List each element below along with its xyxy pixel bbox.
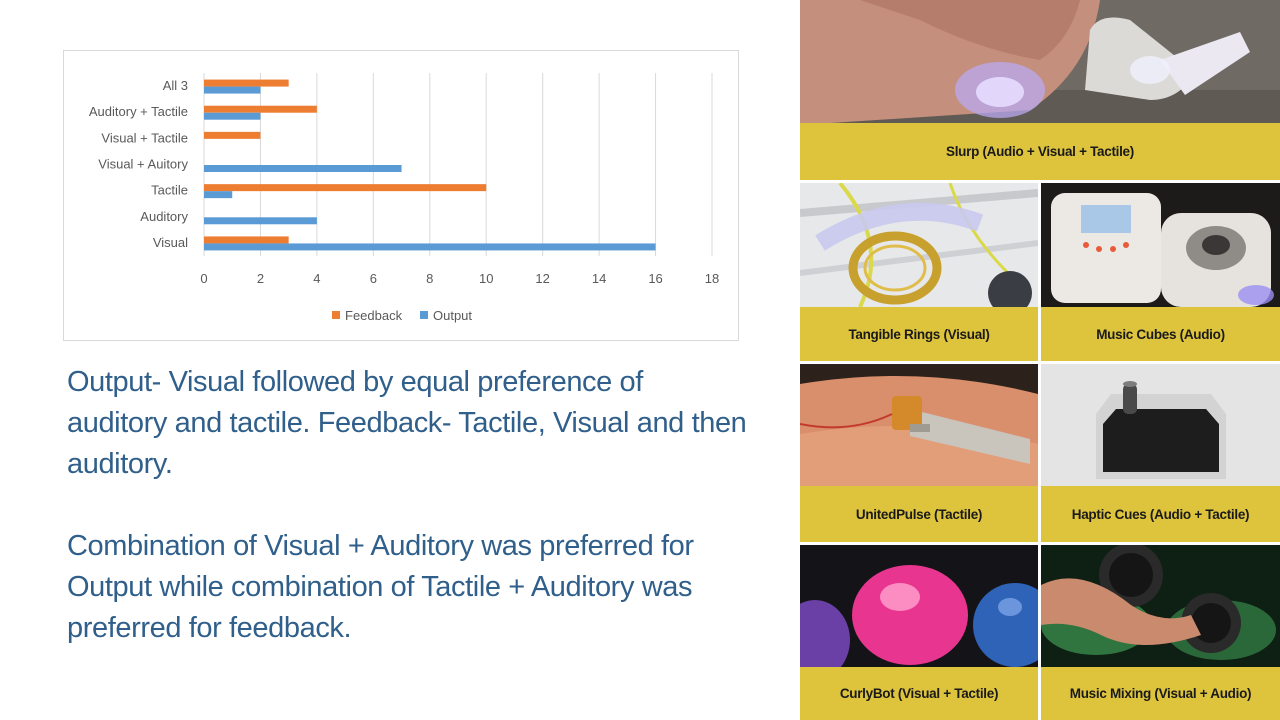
chart-category-labels: All 3 Auditory + Tactile Visual + Tactile V… bbox=[89, 78, 189, 250]
summary-paragraph-2: Combination of Visual + Auditory was pre… bbox=[67, 530, 694, 644]
x-tick-label: 14 bbox=[592, 271, 606, 286]
bar-feedback-1 bbox=[204, 105, 317, 113]
bar-feedback-0 bbox=[204, 79, 289, 87]
legend-label-output: Output bbox=[433, 308, 472, 323]
caption-tangible-rings: Tangible Rings (Visual) bbox=[800, 307, 1038, 361]
caption-music-cubes: Music Cubes (Audio) bbox=[1041, 307, 1280, 361]
music-cubes-photo bbox=[1041, 183, 1280, 307]
legend-label-feedback: Feedback bbox=[345, 308, 403, 323]
x-tick-label: 8 bbox=[426, 271, 433, 286]
x-tick-label: 16 bbox=[648, 271, 662, 286]
category-label: Visual bbox=[153, 235, 188, 250]
x-tick-label: 0 bbox=[200, 271, 207, 286]
chart-tick-labels: 0 2 4 6 8 10 12 14 16 18 bbox=[200, 271, 719, 286]
legend-swatch-output bbox=[420, 311, 428, 319]
category-label: Visual + Tactile bbox=[101, 130, 188, 145]
chart-legend: Feedback Output bbox=[332, 308, 472, 323]
tile-music-mixing: Music Mixing (Visual + Audio) bbox=[1041, 545, 1280, 720]
x-tick-label: 4 bbox=[313, 271, 320, 286]
bar-feedback-4 bbox=[204, 184, 487, 192]
x-tick-label: 10 bbox=[479, 271, 493, 286]
curlybot-photo bbox=[800, 545, 1038, 667]
caption-music-mixing: Music Mixing (Visual + Audio) bbox=[1041, 667, 1280, 720]
x-tick-label: 12 bbox=[535, 271, 549, 286]
bar-output-5 bbox=[204, 217, 317, 225]
bar-output-4 bbox=[204, 191, 233, 199]
slurp-photo bbox=[800, 0, 1280, 125]
category-label: Visual + Auitory bbox=[98, 157, 188, 172]
bar-output-1 bbox=[204, 112, 261, 120]
x-tick-label: 18 bbox=[705, 271, 719, 286]
body-text: Output- Visual followed by equal prefere… bbox=[67, 362, 747, 649]
bar-feedback-2 bbox=[204, 131, 261, 139]
tangible-rings-photo bbox=[800, 183, 1038, 307]
legend-swatch-feedback bbox=[332, 311, 340, 319]
tile-tangible-rings: Tangible Rings (Visual) bbox=[800, 183, 1038, 361]
category-label: Auditory bbox=[140, 209, 188, 224]
x-tick-label: 2 bbox=[257, 271, 264, 286]
bar-output-6 bbox=[204, 243, 656, 251]
music-mixing-photo bbox=[1041, 545, 1280, 667]
haptic-cues-photo bbox=[1041, 364, 1280, 486]
summary-paragraph-1: Output- Visual followed by equal prefere… bbox=[67, 366, 747, 480]
bar-feedback-6 bbox=[204, 236, 289, 244]
tile-haptic-cues: Haptic Cues (Audio + Tactile) bbox=[1041, 364, 1280, 542]
photo-gallery: Slurp (Audio + Visual + Tactile) Tangibl… bbox=[800, 0, 1280, 720]
chart-canvas: All 3 Auditory + Tactile Visual + Tactile V… bbox=[89, 73, 719, 323]
bar-output-3 bbox=[204, 165, 402, 172]
caption-united-pulse: UnitedPulse (Tactile) bbox=[800, 486, 1038, 542]
tile-united-pulse: UnitedPulse (Tactile) bbox=[800, 364, 1038, 542]
bar-chart: All 3 Auditory + Tactile Visual + Tactile V… bbox=[63, 50, 739, 341]
tile-music-cubes: Music Cubes (Audio) bbox=[1041, 183, 1280, 361]
x-tick-label: 6 bbox=[370, 271, 377, 286]
caption-slurp: Slurp (Audio + Visual + Tactile) bbox=[800, 123, 1280, 180]
category-label: Tactile bbox=[151, 183, 188, 198]
united-pulse-photo bbox=[800, 364, 1038, 486]
caption-haptic-cues: Haptic Cues (Audio + Tactile) bbox=[1041, 486, 1280, 542]
category-label: All 3 bbox=[163, 78, 188, 93]
category-label: Auditory + Tactile bbox=[89, 104, 188, 119]
tile-slurp: Slurp (Audio + Visual + Tactile) bbox=[800, 0, 1280, 180]
chart-bars bbox=[204, 79, 656, 251]
bar-output-0 bbox=[204, 86, 261, 94]
tile-curlybot: CurlyBot (Visual + Tactile) bbox=[800, 545, 1038, 720]
chart-gridlines bbox=[203, 73, 713, 256]
caption-curlybot: CurlyBot (Visual + Tactile) bbox=[800, 667, 1038, 720]
